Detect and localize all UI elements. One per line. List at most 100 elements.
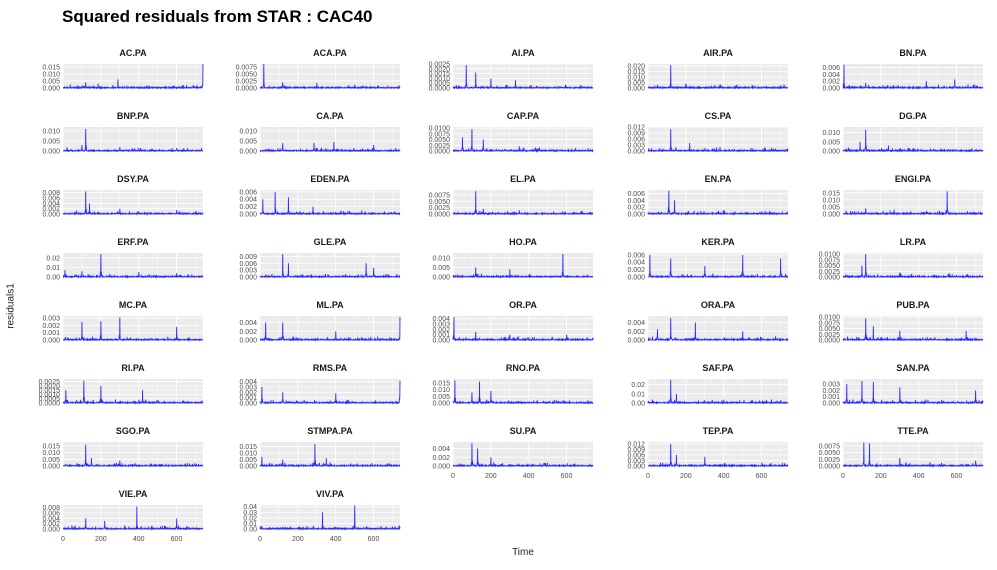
y-tick-label: 0.005 <box>627 80 645 87</box>
facet-san-pa: SAN.PA 0.0000.0010.0020.003 <box>822 363 984 408</box>
facet-title: SAN.PA <box>896 363 930 373</box>
y-tick-label: 0.002 <box>239 204 257 211</box>
y-tick-label: 0.000 <box>627 86 645 93</box>
facet-title: HO.PA <box>509 237 537 247</box>
facet-title: KER.PA <box>701 237 735 247</box>
facet-title: ORA.PA <box>701 300 736 310</box>
y-tick-label: 0.002 <box>822 388 840 395</box>
y-tick-label: 0.0075 <box>236 64 258 71</box>
y-tick-label: 0.0025 <box>429 143 451 150</box>
panel-background <box>453 253 593 277</box>
facet-title: BN.PA <box>899 48 927 58</box>
facet-title: TEP.PA <box>703 426 734 436</box>
y-tick-label: 0.010 <box>42 129 60 136</box>
y-tick-label: 0.009 <box>239 254 257 261</box>
y-tick-label: 0.004 <box>822 72 840 79</box>
y-tick-label: 0.0025 <box>819 332 841 339</box>
y-tick-label: 0.003 <box>822 382 840 389</box>
series-line <box>452 443 594 468</box>
panel-background <box>453 190 593 214</box>
panel-background <box>260 379 400 403</box>
y-tick-label: 0.0025 <box>429 205 451 212</box>
facet-mc-pa: MC.PA 0.0000.0010.0020.003 <box>42 300 204 345</box>
facet-title: VIE.PA <box>119 489 148 499</box>
y-tick-label: 0.005 <box>822 204 840 211</box>
y-tick-label: 0.0000 <box>819 275 841 282</box>
y-tick-label: 0.002 <box>432 327 450 334</box>
facet-title: DSY.PA <box>117 174 149 184</box>
y-tick-label: 0.004 <box>239 197 257 204</box>
facet-rno-pa: RNO.PA 0.0000.0050.0100.015 <box>432 363 594 408</box>
panel-background <box>648 64 788 88</box>
y-tick-label: 0.000 <box>432 464 450 471</box>
series-line <box>259 316 401 342</box>
facet-stmpa-pa: STMPA.PA 0.0000.0050.0100.015 <box>239 426 401 471</box>
facet-title: AI.PA <box>511 48 535 58</box>
series-line <box>259 141 401 153</box>
y-tick-label: 0.003 <box>42 316 60 323</box>
series-line <box>842 64 984 90</box>
y-tick-label: 0.010 <box>42 71 60 78</box>
facet-title: GLE.PA <box>314 237 347 247</box>
y-tick-label: 0.003 <box>432 322 450 329</box>
y-tick-label: 0.000 <box>432 338 450 345</box>
x-tick-label: 200 <box>95 536 107 543</box>
facet-title: MC.PA <box>119 300 148 310</box>
y-tick-label: 0.02 <box>631 382 645 389</box>
facet-ho-pa: HO.PA 0.000 0.005 0.010 <box>432 237 594 282</box>
y-tick-label: 0.0000 <box>819 464 841 471</box>
y-tick-label: 0.015 <box>627 69 645 76</box>
panel-background <box>63 253 203 277</box>
y-tick-label: 0.004 <box>627 320 645 327</box>
facet-title: BNP.PA <box>117 111 150 121</box>
y-tick-label: 0.004 <box>239 379 257 386</box>
y-tick-label: 0.000 <box>432 275 450 282</box>
y-tick-label: 0.000 <box>627 275 645 282</box>
y-tick-label: 0.002 <box>432 455 450 462</box>
facet-title: ERF.PA <box>117 237 149 247</box>
y-tick-label: 0.012 <box>627 441 645 448</box>
y-tick-label: 0.010 <box>42 450 60 457</box>
y-tick-label: 0.002 <box>627 205 645 212</box>
y-tick-label: 0.002 <box>627 267 645 274</box>
y-tick-label: 0.000 <box>822 149 840 156</box>
y-tick-label: 0.008 <box>42 505 60 512</box>
panel-background <box>63 190 203 214</box>
x-tick-label: 400 <box>133 536 145 543</box>
panel-background <box>260 64 400 88</box>
series-line <box>452 380 594 405</box>
facet-title: STMPA.PA <box>307 426 353 436</box>
facet-ri-pa: RI.PA 0.00000.00050.00100.00150.00200.002… <box>39 363 204 408</box>
facet-title: EN.PA <box>705 174 732 184</box>
y-tick-label: 0.003 <box>627 458 645 465</box>
series-line <box>647 254 789 279</box>
facet-title: RI.PA <box>121 363 145 373</box>
panel-background <box>453 127 593 151</box>
panel-background <box>63 316 203 340</box>
x-tick-label: 400 <box>718 473 730 480</box>
facet-bnp-pa: BNP.PA 0.000 0.005 0.010 <box>42 111 204 156</box>
facet-title: OR.PA <box>509 300 537 310</box>
series-line <box>842 254 984 279</box>
facet-ai-pa: AI.PA 0.00000.00050.00100.00150.00200.002… <box>429 48 594 93</box>
y-tick-label: 0.01 <box>46 265 60 272</box>
panel-background <box>843 379 983 403</box>
y-tick-label: 0.006 <box>627 252 645 259</box>
panel-background <box>260 442 400 466</box>
y-tick-label: 0.0075 <box>819 320 841 327</box>
facet-viv-pa: VIV.PA 0.000.010.020.030.04 0 200 400 600 <box>243 489 401 543</box>
y-tick-label: 0.003 <box>239 268 257 275</box>
y-tick-label: 0.0000 <box>429 149 451 156</box>
facet-title: VIV.PA <box>316 489 345 499</box>
x-tick-label: 600 <box>756 473 768 480</box>
y-tick-label: 0.0100 <box>819 315 841 322</box>
y-tick-label: 0.0025 <box>39 379 61 386</box>
facet-ml-pa: ML.PA 0.000 0.002 0.004 <box>239 300 401 345</box>
panel-background <box>843 190 983 214</box>
y-tick-label: 0.0000 <box>236 86 258 93</box>
